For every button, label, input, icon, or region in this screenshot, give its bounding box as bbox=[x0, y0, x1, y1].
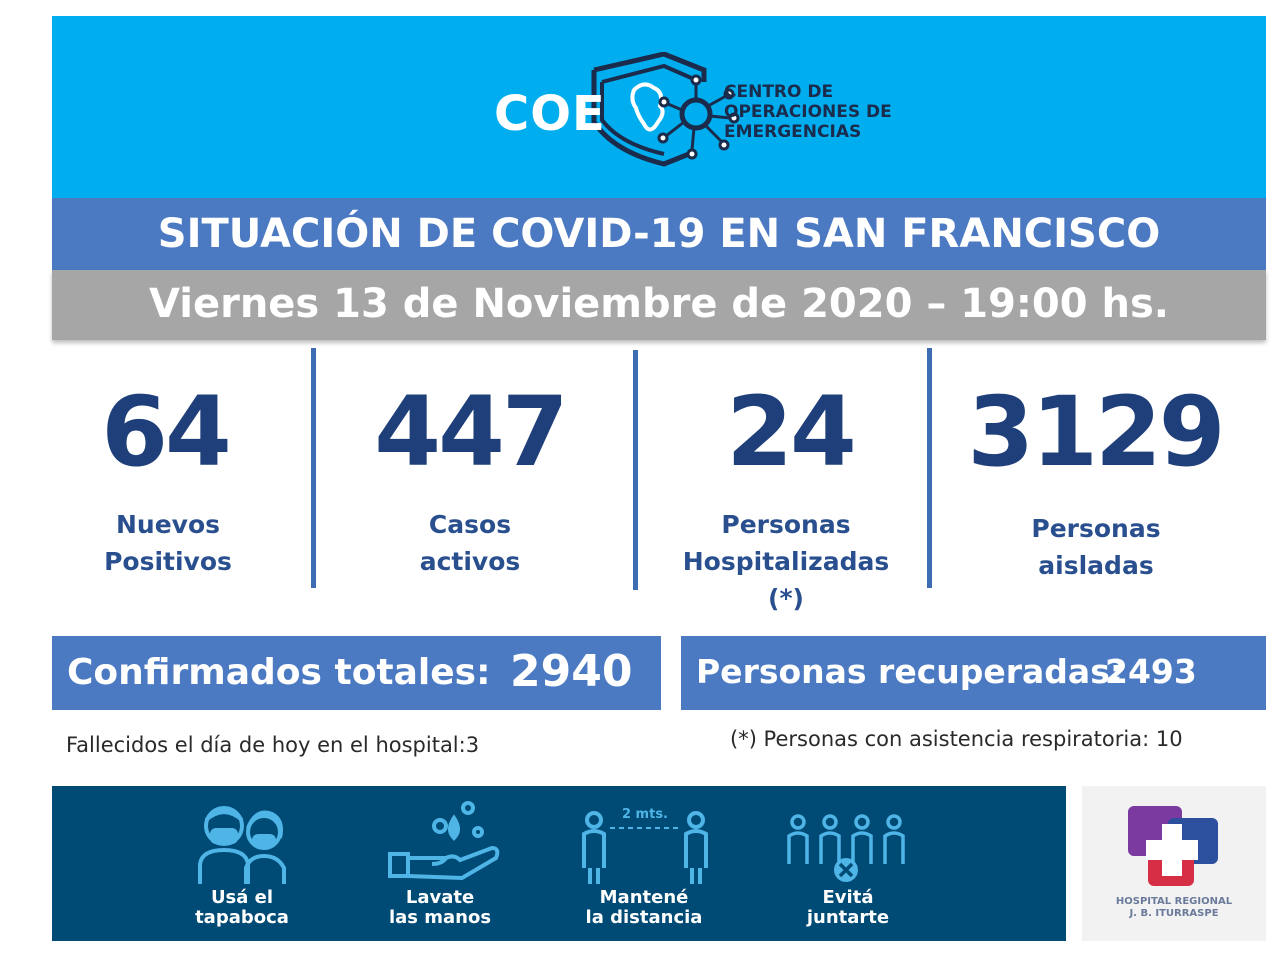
distance-label: 2 mts. bbox=[622, 807, 668, 822]
tip-distance-text: Mantené la distancia bbox=[554, 888, 734, 928]
recovered-total-value: 2493 bbox=[1105, 652, 1197, 691]
tip-handwash-text: Lavate las manos bbox=[350, 888, 530, 928]
prevention-tips-banner: Usá el tapaboca Lavate las manos bbox=[52, 786, 1066, 941]
tip-text-line: la distancia bbox=[585, 907, 703, 928]
confirmed-total-box: Confirmados totales: 2940 bbox=[52, 636, 661, 710]
deaths-note: Fallecidos el día de hoy en el hospital:… bbox=[66, 733, 480, 757]
tip-no-gathering: Evitá juntarte bbox=[758, 794, 938, 934]
tip-no-gathering-text: Evitá juntarte bbox=[758, 888, 938, 928]
stat-label-line: Hospitalizadas bbox=[682, 547, 890, 576]
hand-wash-icon bbox=[388, 801, 500, 881]
distance-icon: 2 mts. bbox=[582, 807, 708, 884]
active-cases-label: Casos activos bbox=[360, 506, 580, 580]
tip-mask: Usá el tapaboca bbox=[152, 794, 332, 934]
isolated-label: Personas aisladas bbox=[980, 510, 1212, 584]
stat-label-line: Nuevos bbox=[115, 510, 221, 539]
coe-logo: COE CENTRO DE OPERACIONES DE EMERGENCIAS bbox=[424, 16, 994, 200]
tip-text-line: Evitá bbox=[822, 887, 874, 908]
stat-label-line: Personas bbox=[1031, 514, 1161, 543]
tip-distance: 2 mts. Mantené la distancia bbox=[554, 794, 734, 934]
tip-text-line: juntarte bbox=[806, 907, 890, 928]
tip-mask-text: Usá el tapaboca bbox=[152, 888, 332, 928]
hospital-cross-logo bbox=[1128, 806, 1218, 886]
date-band: Viernes 13 de Noviembre de 2020 – 19:00 … bbox=[52, 270, 1266, 340]
hospitalized-label: Personas Hospitalizadas (*) bbox=[660, 506, 912, 617]
tip-text-line: Usá el bbox=[210, 887, 274, 908]
stat-divider bbox=[633, 350, 638, 590]
active-cases-value: 447 bbox=[374, 376, 568, 488]
stat-divider bbox=[927, 348, 932, 588]
coe-name-line: OPERACIONES DE bbox=[724, 102, 892, 122]
stat-label-line: (*) bbox=[768, 584, 804, 613]
stat-label-line: Positivos bbox=[104, 547, 232, 576]
tip-text-line: las manos bbox=[388, 907, 492, 928]
respiratory-note: (*) Personas con asistencia respiratoria… bbox=[730, 727, 1183, 751]
tip-text-line: tapaboca bbox=[195, 907, 289, 928]
hospitalized-value: 24 bbox=[726, 376, 857, 488]
confirmed-total-value: 2940 bbox=[510, 646, 633, 697]
hospital-name-line: HOSPITAL REGIONAL bbox=[1115, 896, 1233, 907]
title-band: SITUACIÓN DE COVID-19 EN SAN FRANCISCO bbox=[52, 198, 1266, 270]
recovered-total-box: Personas recuperadas: 2493 bbox=[681, 636, 1266, 710]
tip-handwash: Lavate las manos bbox=[350, 794, 530, 934]
header-banner: COE CENTRO DE OPERACIONES DE EMERGENCIAS bbox=[52, 16, 1266, 200]
confirmed-total-label: Confirmados totales: bbox=[67, 652, 491, 693]
hospital-logo: HOSPITAL REGIONAL J. B. ITURRASPE bbox=[1082, 786, 1266, 941]
hospital-name-line: J. B. ITURRASPE bbox=[1129, 908, 1219, 919]
stat-label-line: Casos bbox=[428, 510, 512, 539]
page-title: SITUACIÓN DE COVID-19 EN SAN FRANCISCO bbox=[157, 211, 1161, 257]
coe-logo-word: COE bbox=[494, 86, 606, 142]
stat-label-line: Personas bbox=[721, 510, 851, 539]
new-positives-value: 64 bbox=[101, 376, 232, 488]
coe-name-line: CENTRO DE bbox=[724, 82, 834, 102]
shield-network-icon bbox=[591, 52, 740, 167]
isolated-value: 3129 bbox=[967, 376, 1225, 488]
coe-name-line: EMERGENCIAS bbox=[724, 122, 862, 142]
no-gathering-icon bbox=[787, 814, 905, 882]
hospital-name: HOSPITAL REGIONAL J. B. ITURRASPE bbox=[1082, 896, 1266, 920]
tip-text-line: Mantené bbox=[599, 887, 689, 908]
mask-icon bbox=[198, 806, 286, 884]
stat-divider bbox=[311, 348, 316, 588]
new-positives-label: Nuevos Positivos bbox=[60, 506, 276, 580]
report-date: Viernes 13 de Noviembre de 2020 – 19:00 … bbox=[149, 281, 1169, 327]
recovered-total-label: Personas recuperadas: bbox=[696, 652, 1124, 691]
coe-full-name: CENTRO DE OPERACIONES DE EMERGENCIAS bbox=[724, 82, 964, 142]
stat-label-line: activos bbox=[419, 547, 521, 576]
tip-text-line: Lavate bbox=[405, 887, 475, 908]
stat-label-line: aisladas bbox=[1038, 551, 1154, 580]
